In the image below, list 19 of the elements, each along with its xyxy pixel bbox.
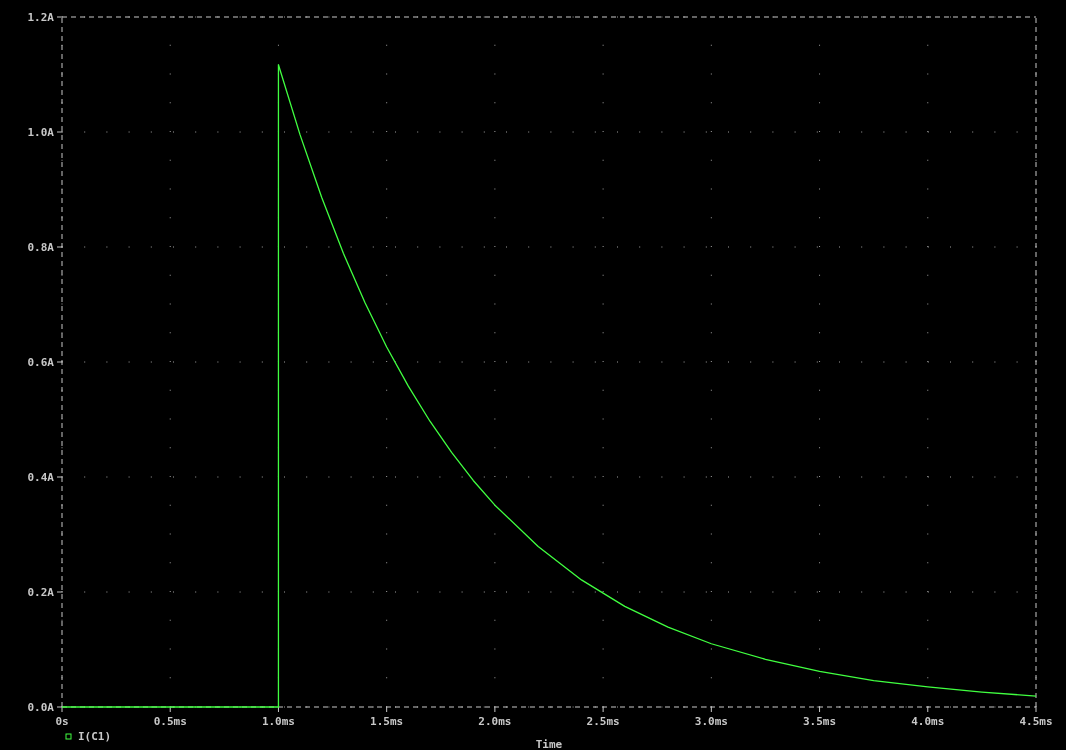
x-tick-label: 2.5ms [586, 715, 620, 728]
x-tick-label: 0.5ms [153, 715, 187, 728]
x-tick-label: 0s [55, 715, 69, 728]
x-tick-label: 3.5ms [802, 715, 837, 728]
y-tick-label: 0.8A [27, 241, 55, 254]
legend-label: I(C1) [78, 730, 112, 743]
y-tick-label: 0.6A [27, 356, 55, 369]
y-tick-label: 0.2A [27, 586, 55, 599]
y-tick-label: 1.2A [27, 11, 55, 24]
x-tick-label: 4.5ms [1019, 715, 1053, 728]
x-tick-label: 2.0ms [478, 715, 512, 728]
y-tick-label: 0.0A [27, 701, 55, 714]
y-tick-label: 1.0A [27, 126, 55, 139]
y-tick-label: 0.4A [27, 471, 55, 484]
x-axis-title: Time [535, 738, 563, 750]
x-tick-label: 1.0ms [261, 715, 296, 728]
x-tick-label: 3.0ms [694, 715, 728, 728]
x-tick-label: 4.0ms [911, 715, 945, 728]
x-tick-label: 1.5ms [370, 715, 404, 728]
